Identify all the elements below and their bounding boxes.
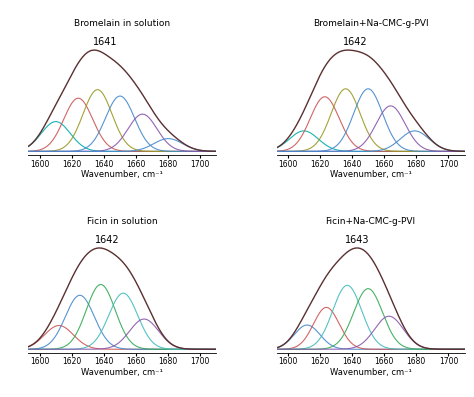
Title: Bromelain+Na-CMC-g-PVI: Bromelain+Na-CMC-g-PVI: [313, 19, 428, 28]
Text: 1642: 1642: [95, 235, 119, 245]
Text: 1643: 1643: [345, 235, 369, 245]
X-axis label: Wavenumber, cm⁻¹: Wavenumber, cm⁻¹: [82, 368, 164, 377]
X-axis label: Wavenumber, cm⁻¹: Wavenumber, cm⁻¹: [329, 170, 411, 179]
Text: 1641: 1641: [93, 37, 118, 47]
Title: Ficin in solution: Ficin in solution: [87, 217, 158, 225]
X-axis label: Wavenumber, cm⁻¹: Wavenumber, cm⁻¹: [82, 170, 164, 179]
Title: Bromelain in solution: Bromelain in solution: [74, 19, 171, 28]
Title: Ficin+Na-CMC-g-PVI: Ficin+Na-CMC-g-PVI: [326, 217, 416, 225]
X-axis label: Wavenumber, cm⁻¹: Wavenumber, cm⁻¹: [329, 368, 411, 377]
Text: 1642: 1642: [343, 37, 368, 47]
